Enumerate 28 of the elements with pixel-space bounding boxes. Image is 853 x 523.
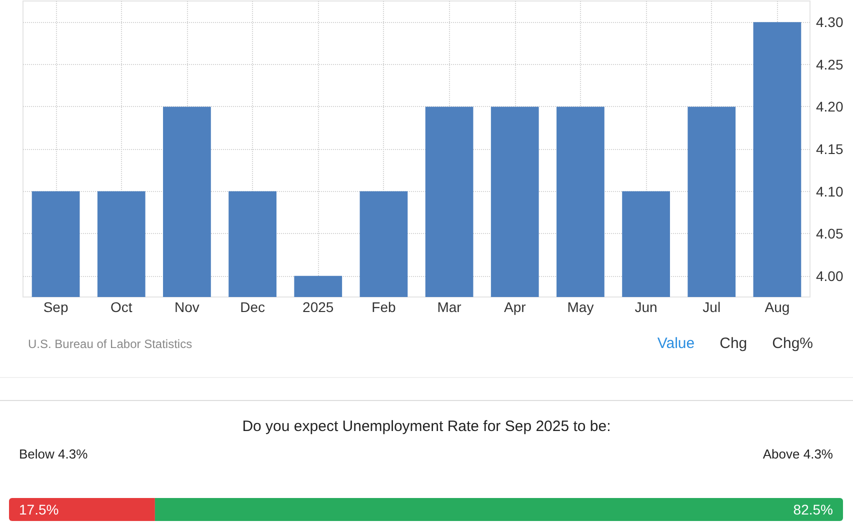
text: Chg [720,335,748,352]
text: Chg% [772,335,813,352]
x-tick-label: Jun [634,299,658,315]
data-label: 82.5% [793,502,833,518]
x-tick-label: Sep [43,299,68,315]
data-label: 17.5% [19,502,59,518]
y-tick-label: 4.00 [816,268,844,284]
x-tick-label: Feb [372,299,396,315]
text: Value [657,335,695,352]
y-tick-label: 4.20 [816,98,844,115]
y-tick-label: 4.10 [816,183,844,200]
x-tick-label: Apr [504,299,526,315]
x-tick-label: 2025 [302,299,334,315]
x-tick-label: Mar [437,299,462,315]
x-tick-label: Oct [110,299,132,315]
text: U.S. Bureau of Labor Statistics [28,337,192,351]
x-tick-label: Aug [764,299,790,315]
x-tick-label: May [567,299,594,315]
chart-title: Do you expect Unemployment Rate for Sep 2025 to be: [242,418,611,435]
x-tick-label: Dec [240,299,265,315]
y-tick-label: 4.25 [816,56,844,72]
y-tick-label: 4.05 [816,226,844,242]
y-tick-label: 4.30 [816,14,844,30]
x-tick-label: Jul [702,299,721,315]
text: Below 4.3% [19,446,88,462]
text: Above 4.3% [762,446,834,462]
y-tick-label: 4.15 [816,141,844,157]
x-tick-label: Nov [174,299,200,315]
